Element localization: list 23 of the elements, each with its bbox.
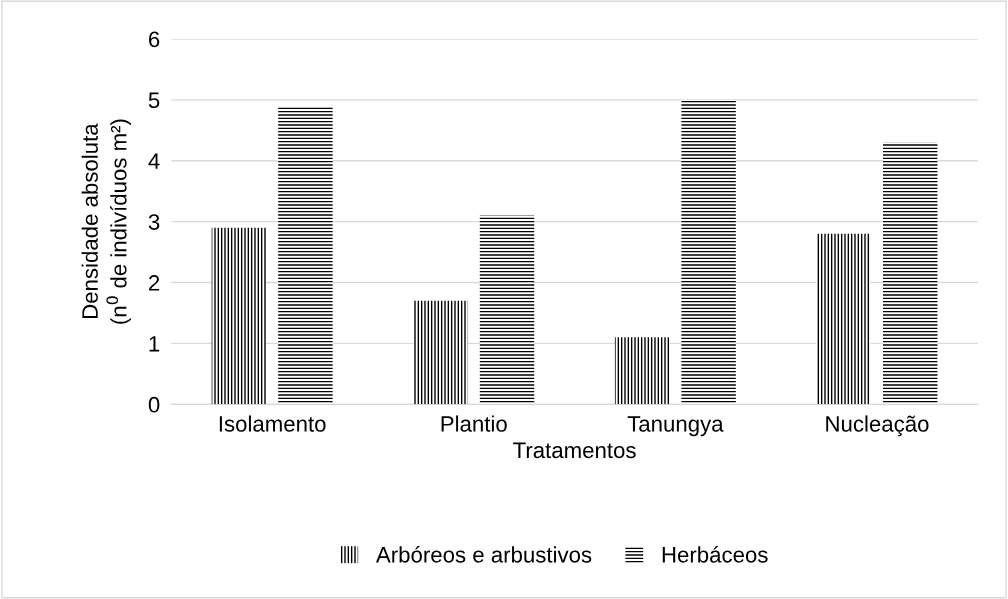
bar bbox=[211, 227, 267, 405]
x-tick-label: Isolamento bbox=[219, 415, 326, 432]
bar bbox=[413, 300, 468, 405]
y-axis-title: Densidade absoluta (n$^{0}$ de indivíduos m²) bbox=[81, 119, 131, 324]
y-tick-label: 3 bbox=[148, 214, 160, 230]
x-tick-label: Plantio bbox=[441, 415, 507, 432]
bar bbox=[614, 337, 670, 405]
y-tick-label: 2 bbox=[149, 275, 160, 291]
bar bbox=[681, 99, 736, 405]
bar bbox=[479, 215, 535, 405]
legend-label: Herbáceos bbox=[662, 546, 768, 563]
bar bbox=[883, 142, 938, 405]
y-tick-label: 6 bbox=[149, 31, 160, 48]
x-tick-label: Tanungya bbox=[627, 416, 724, 437]
y-tick-label: 4 bbox=[148, 153, 160, 169]
bar bbox=[816, 233, 871, 405]
y-tick-label: 5 bbox=[148, 92, 160, 109]
y-tick-label: 1 bbox=[149, 336, 160, 352]
y-tick-label: 0 bbox=[148, 396, 160, 413]
x-axis-title: Tratamentos bbox=[513, 442, 636, 459]
bar bbox=[278, 105, 333, 405]
x-tick-label: Nucleação bbox=[826, 415, 929, 437]
legend-label: Arbóreos e arbustivos bbox=[375, 546, 592, 563]
